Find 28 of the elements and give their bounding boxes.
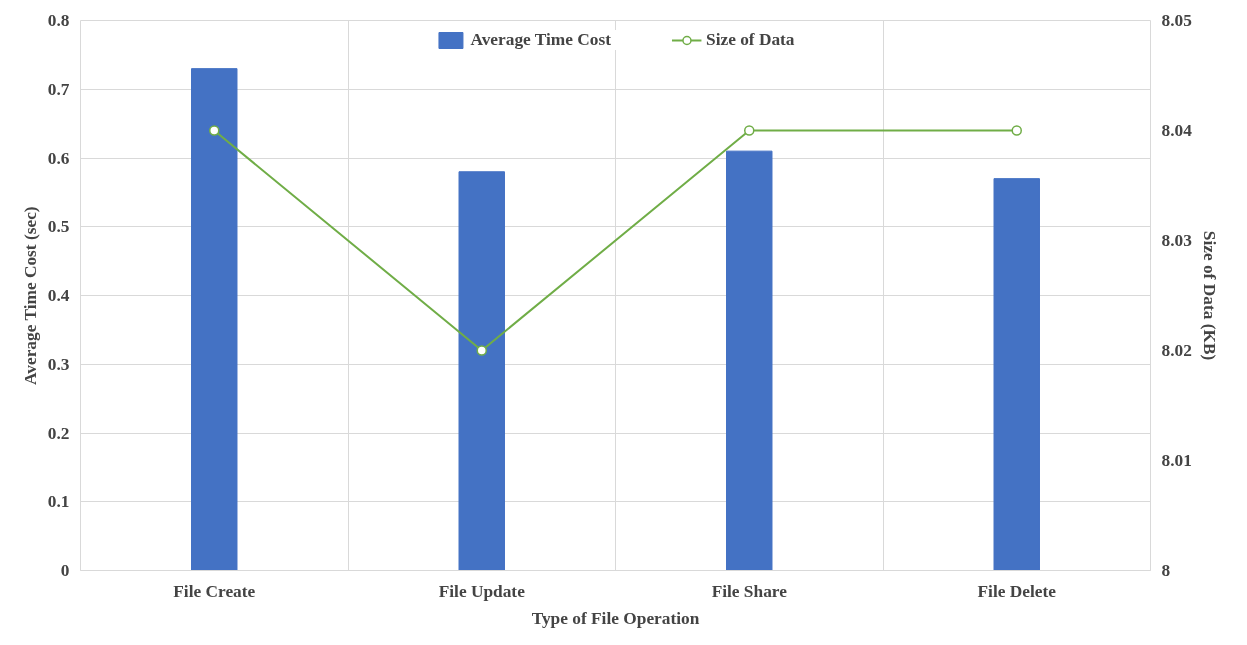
y2-tick-label: 8.05	[1161, 11, 1193, 30]
y-tick-label: 0.7	[47, 79, 70, 99]
y2-axis-title: Size of Data (KB)	[1199, 230, 1219, 361]
y2-tick-label: 8.04	[1161, 121, 1193, 140]
y-tick-label: 0.1	[47, 492, 70, 512]
y2-tick-label: 8.02	[1161, 341, 1192, 360]
x-tick-label: File Delete	[977, 581, 1057, 601]
bar	[726, 150, 773, 571]
x-tick-label: File Update	[438, 581, 526, 601]
y-tick-label: 0.4	[47, 286, 70, 305]
bar	[458, 171, 505, 571]
y-tick-label: 0.8	[47, 11, 70, 30]
bar	[993, 178, 1040, 571]
y2-tick-label: 8.01	[1161, 451, 1192, 470]
y-tick-label: 0.3	[47, 354, 70, 374]
x-tick-label: File Share	[711, 581, 788, 601]
y2-tick-label: 8.03	[1161, 231, 1193, 250]
y-tick-label: 0.6	[47, 148, 70, 168]
bar	[191, 68, 238, 571]
x-tick-label: File Create	[173, 581, 256, 601]
legend-label: Size of Data	[705, 30, 795, 50]
y-tick-label: 0	[60, 561, 70, 580]
legend-label: Average Time Cost	[470, 30, 611, 50]
y-tick-label: 0.5	[47, 217, 70, 237]
y-tick-label: 0.2	[47, 423, 70, 443]
x-axis-title: Type of File Operation	[531, 608, 700, 628]
y-axis-title: Average Time Cost (sec)	[20, 206, 40, 385]
y2-tick-label: 8	[1161, 561, 1171, 580]
